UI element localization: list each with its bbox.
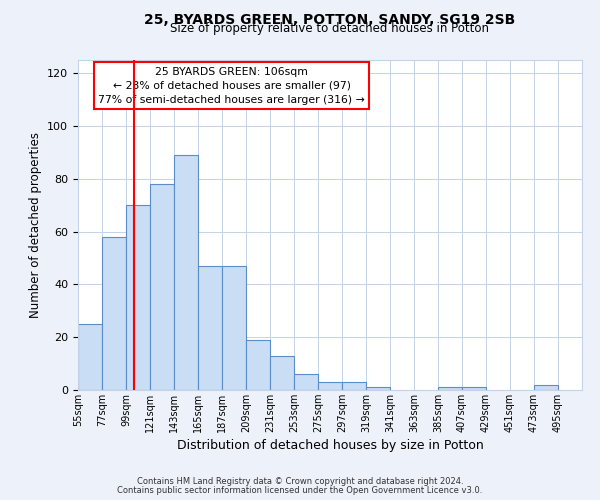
Text: Size of property relative to detached houses in Potton: Size of property relative to detached ho… — [170, 22, 490, 35]
Bar — [126, 205, 150, 390]
Bar — [270, 356, 294, 390]
Text: 25 BYARDS GREEN: 106sqm
← 23% of detached houses are smaller (97)
77% of semi-de: 25 BYARDS GREEN: 106sqm ← 23% of detache… — [98, 66, 365, 104]
Bar — [174, 155, 198, 390]
X-axis label: Distribution of detached houses by size in Potton: Distribution of detached houses by size … — [176, 439, 484, 452]
Bar — [342, 382, 366, 390]
Text: Contains HM Land Registry data © Crown copyright and database right 2024.: Contains HM Land Registry data © Crown c… — [137, 478, 463, 486]
Bar — [222, 266, 246, 390]
Bar — [294, 374, 318, 390]
Bar — [246, 340, 270, 390]
Text: 25, BYARDS GREEN, POTTON, SANDY, SG19 2SB: 25, BYARDS GREEN, POTTON, SANDY, SG19 2S… — [145, 12, 515, 26]
Bar — [438, 388, 462, 390]
Bar — [198, 266, 222, 390]
Bar — [366, 388, 390, 390]
Bar — [462, 388, 486, 390]
Bar — [534, 384, 558, 390]
Bar — [318, 382, 342, 390]
Bar — [102, 237, 126, 390]
Bar — [78, 324, 102, 390]
Bar — [150, 184, 174, 390]
Text: Contains public sector information licensed under the Open Government Licence v3: Contains public sector information licen… — [118, 486, 482, 495]
Y-axis label: Number of detached properties: Number of detached properties — [29, 132, 41, 318]
